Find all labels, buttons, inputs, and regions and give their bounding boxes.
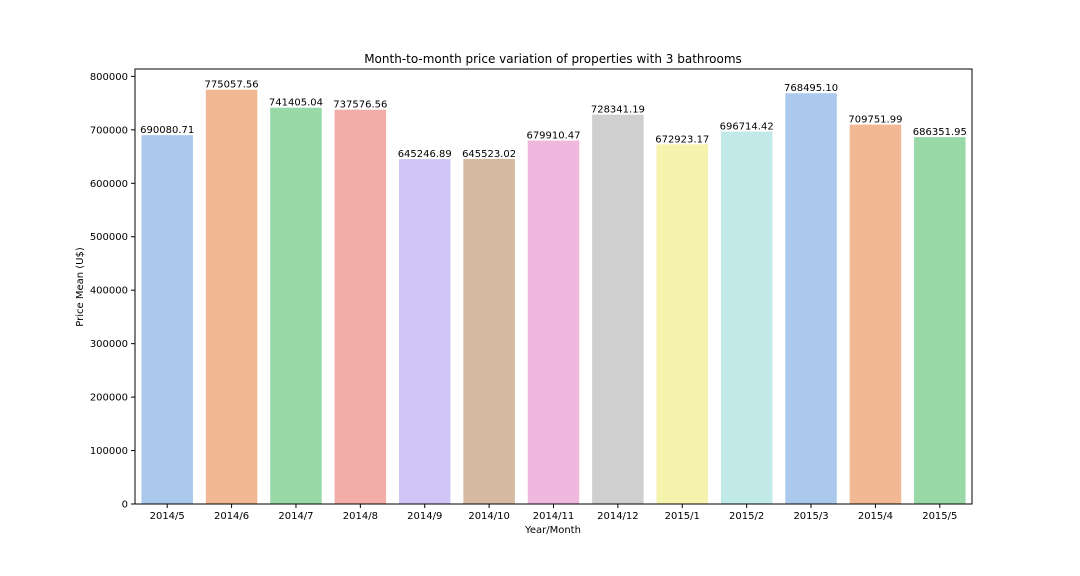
- y-tick-label: 0: [122, 500, 128, 511]
- x-axis-label: Year/Month: [524, 525, 581, 536]
- y-tick-label: 300000: [90, 339, 128, 350]
- x-tick-label: 2015/1: [665, 511, 700, 522]
- x-tick-label: 2014/9: [407, 511, 442, 522]
- bar-value-label: 645246.89: [398, 149, 452, 160]
- y-tick-label: 400000: [90, 286, 128, 297]
- x-tick-label: 2015/2: [729, 511, 764, 522]
- bar-2015-1: [656, 144, 709, 504]
- bars-group: [141, 89, 966, 505]
- x-tick-label: 2014/10: [468, 511, 510, 522]
- bar-value-label: 741405.04: [269, 98, 323, 109]
- y-tick-label: 800000: [90, 72, 128, 83]
- bar-value-label: 679910.47: [526, 131, 580, 142]
- y-axis-label: Price Mean (U$): [75, 247, 86, 327]
- x-tick-label: 2014/12: [597, 511, 639, 522]
- x-tick-label: 2014/5: [150, 511, 185, 522]
- data-labels-group: 690080.71 775057.56 741405.04 737576.56 6452…: [140, 80, 967, 160]
- bar-value-label: 672923.17: [655, 134, 709, 145]
- bar-value-label: 690080.71: [140, 125, 194, 136]
- chart-title: Month-to-month price variation of proper…: [364, 52, 742, 66]
- x-tick-label: 2014/6: [214, 511, 249, 522]
- bar-value-label: 737576.56: [333, 100, 387, 111]
- y-tick-label: 100000: [90, 446, 128, 457]
- bar-2014-12: [592, 114, 644, 504]
- x-tick-label: 2015/3: [793, 511, 828, 522]
- x-tick-label: 2014/7: [278, 511, 313, 522]
- bar-2014-11: [527, 140, 580, 504]
- bar-value-label: 709751.99: [848, 115, 902, 126]
- x-axis-ticks: 2014/5 2014/6 2014/7 2014/8 2014/9 2014/10 201…: [150, 504, 957, 522]
- y-tick-label: 500000: [90, 232, 128, 243]
- y-tick-label: 600000: [90, 179, 128, 190]
- y-tick-label: 700000: [90, 125, 128, 136]
- bar-value-label: 696714.42: [720, 122, 774, 133]
- bar-value-label: 645523.02: [462, 149, 516, 160]
- y-tick-label: 200000: [90, 393, 128, 404]
- bar-2014-7: [270, 107, 322, 505]
- bar-value-label: 775057.56: [205, 80, 259, 91]
- plot-frame: [134, 68, 973, 505]
- bar-value-label: 728341.19: [591, 105, 645, 116]
- bar-2014-6: [205, 89, 258, 505]
- bar-2014-5: [141, 135, 193, 505]
- x-tick-label: 2014/8: [343, 511, 378, 522]
- bar-2014-10: [463, 158, 515, 504]
- x-tick-label: 2014/11: [533, 511, 575, 522]
- bar-value-label: 686351.95: [913, 127, 967, 138]
- bar-2014-9: [398, 159, 451, 504]
- bar-2015-2: [720, 131, 773, 504]
- bar-value-label: 768495.10: [784, 83, 838, 94]
- bar-2014-8: [334, 109, 387, 505]
- x-tick-label: 2015/5: [922, 511, 957, 522]
- x-tick-label: 2015/4: [858, 511, 893, 522]
- bar-2015-4: [849, 124, 902, 505]
- y-axis-ticks: 0 100000 200000 300000 400000 500000 600000 700…: [90, 72, 135, 511]
- bar-2015-3: [785, 93, 837, 504]
- bar-2015-5: [914, 137, 966, 505]
